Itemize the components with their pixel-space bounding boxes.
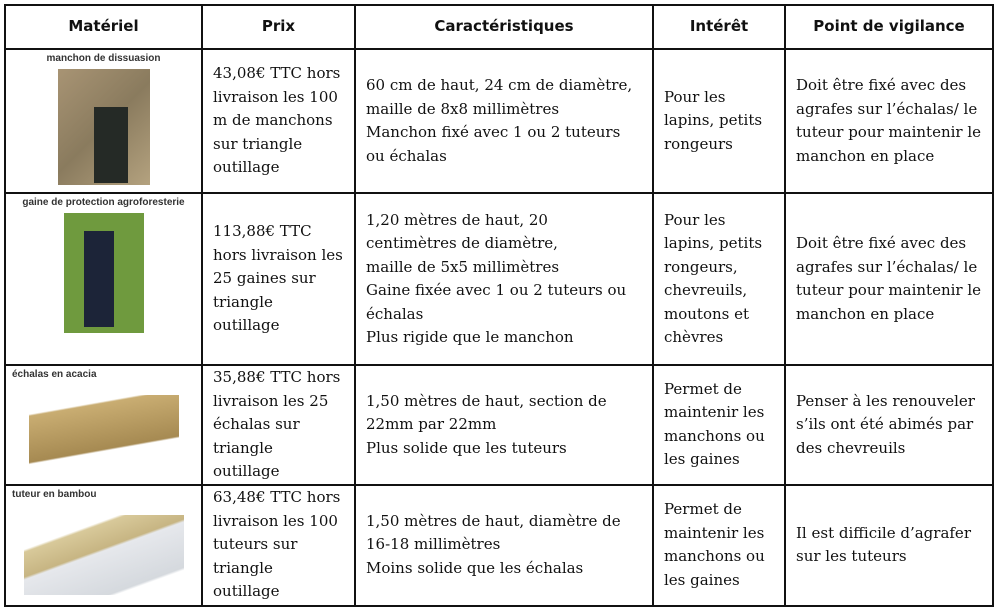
- caracteristiques-cell: 1,50 mètres de haut, diamètre de 16-18 m…: [354, 483, 654, 607]
- prix-cell: 35,88€ TTC hors livraison les 25 échalas…: [201, 364, 356, 486]
- materiel-cell: gaine de protection agroforesterie: [4, 192, 203, 366]
- gaine-image: [63, 213, 144, 333]
- manchon-image: [57, 69, 150, 185]
- echalas-image: [28, 395, 179, 465]
- caracteristiques-cell: 1,50 mètres de haut, section de 22mm par…: [354, 364, 654, 486]
- prix-cell: 113,88€ TTC hors livraison les 25 gaines…: [201, 192, 356, 366]
- materiel-cell: tuteur en bambou: [4, 483, 203, 607]
- interet-cell: Pour les lapins, petits rongeurs: [652, 48, 786, 194]
- header-row: Matériel Prix Caractéristiques Intérêt P…: [4, 4, 994, 50]
- caracteristique-line: Gaine fixée avec 1 ou 2 tuteurs ou échal…: [366, 281, 627, 323]
- header-prix: Prix: [201, 4, 356, 50]
- vigilance-cell: Il est difficile d’agrafer sur les tuteu…: [784, 483, 994, 607]
- caracteristique-line: Plus solide que les tuteurs: [366, 438, 567, 457]
- interet-cell: Permet de maintenir les manchons ou les …: [652, 364, 786, 486]
- interet-cell: Pour les lapins, petits rongeurs, chevre…: [652, 192, 786, 366]
- caracteristique-line: 60 cm de haut, 24 cm de diamètre, maille…: [366, 76, 633, 118]
- header-vigilance: Point de vigilance: [784, 4, 994, 50]
- tuteur-image: [23, 514, 184, 595]
- materiel-cell: échalas en acacia: [4, 364, 203, 486]
- prix-cell: 43,08€ TTC hors livraison les 100 m de m…: [201, 48, 356, 194]
- caracteristique-line: Plus rigide que le manchon: [366, 328, 574, 346]
- caracteristiques-cell: 60 cm de haut, 24 cm de diamètre, maille…: [354, 48, 654, 194]
- materiel-label: gaine de protection agroforesterie: [22, 197, 185, 208]
- caracteristique-line: Manchon fixé avec 1 ou 2 tuteurs ou écha…: [366, 123, 621, 165]
- caracteristique-line: 1,50 mètres de haut, diamètre de 16-18 m…: [366, 511, 621, 554]
- header-interet: Intérêt: [652, 4, 786, 50]
- materiel-cell: manchon de dissuasion: [4, 48, 203, 194]
- header-caracteristiques: Caractéristiques: [354, 4, 654, 50]
- materials-table: Matériel Prix Caractéristiques Intérêt P…: [4, 4, 994, 607]
- materiel-label: tuteur en bambou: [12, 488, 97, 500]
- vigilance-cell: Doit être fixé avec des agrafes sur l’éc…: [784, 192, 994, 366]
- materiel-label: manchon de dissuasion: [46, 53, 161, 64]
- caracteristique-line: Moins solide que les échalas: [366, 558, 584, 577]
- caracteristique-line: 1,20 mètres de haut, 20 centimètres de d…: [366, 210, 558, 253]
- header-materiel: Matériel: [4, 4, 203, 50]
- interet-cell: Permet de maintenir les manchons ou les …: [652, 483, 786, 607]
- materiel-label: échalas en acacia: [12, 369, 97, 380]
- vigilance-cell: Penser à les renouveler s’ils ont été ab…: [784, 364, 994, 486]
- caracteristiques-cell: 1,20 mètres de haut, 20 centimètres de d…: [354, 192, 654, 366]
- caracteristique-line: maille de 5x5 millimètres: [366, 257, 560, 276]
- vigilance-cell: Doit être fixé avec des agrafes sur l’éc…: [784, 48, 994, 194]
- table-row: manchon de dissuasion 43,08€ TTC hors li…: [4, 48, 994, 194]
- table-row: tuteur en bambou 63,48€ TTC hors livrais…: [4, 483, 994, 607]
- table-row: échalas en acacia 35,88€ TTC hors livrai…: [4, 364, 994, 486]
- caracteristique-line: 1,50 mètres de haut, section de 22mm par…: [366, 391, 607, 434]
- table-row: gaine de protection agroforesterie 113,8…: [4, 192, 994, 366]
- prix-cell: 63,48€ TTC hors livraison les 100 tuteur…: [201, 483, 356, 607]
